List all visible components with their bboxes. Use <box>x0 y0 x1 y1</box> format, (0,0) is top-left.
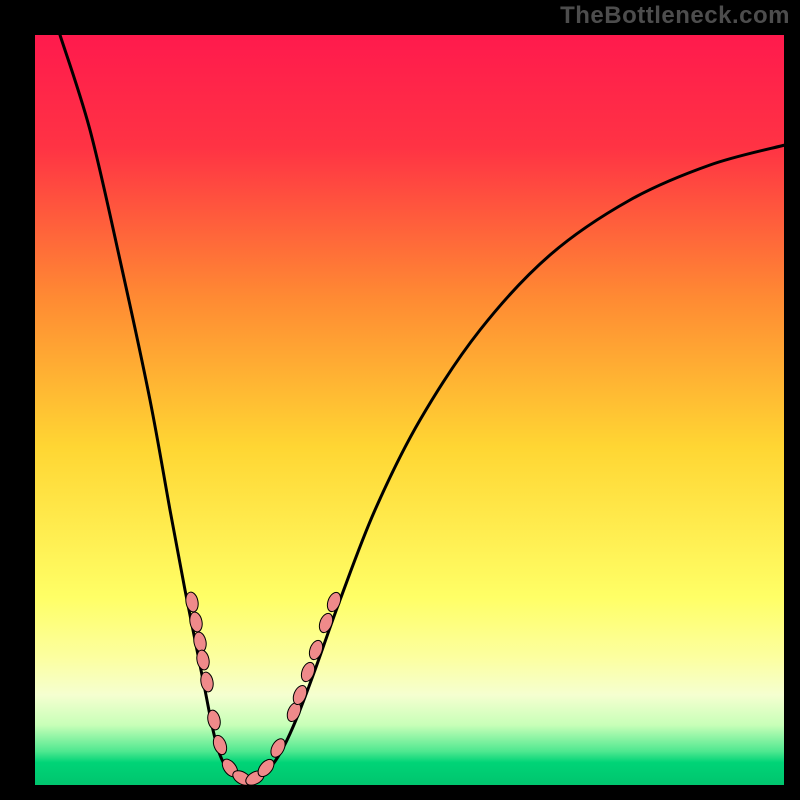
watermark-text: TheBottleneck.com <box>560 2 790 30</box>
gradient-background <box>35 35 784 785</box>
chart-canvas: TheBottleneck.com <box>0 0 800 800</box>
